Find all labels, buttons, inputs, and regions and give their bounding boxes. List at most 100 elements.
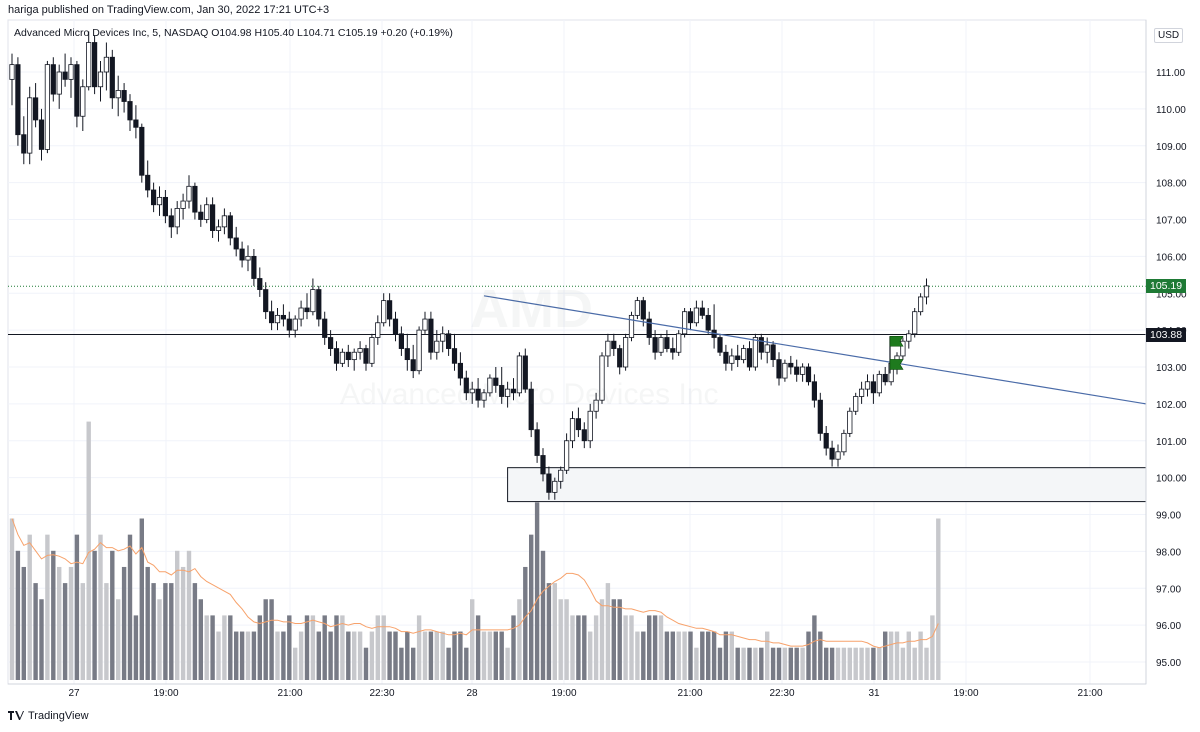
candle-body: [617, 348, 623, 368]
volume-bar: [570, 615, 575, 680]
volume-bar: [145, 566, 150, 680]
volume-bar: [499, 631, 504, 680]
axes: 111.00 110.00 109.00 108.00 107.00 106.00 105.…: [8, 20, 1187, 699]
volume-bar: [517, 599, 522, 680]
volume-bar: [228, 615, 233, 680]
y-tick-label: 98.00: [1156, 547, 1181, 558]
volume-bar: [216, 631, 221, 680]
volume-bar: [794, 647, 799, 680]
y-tick-label: 95.00: [1156, 658, 1181, 669]
volume-bar: [688, 631, 693, 680]
candle-body: [853, 396, 859, 412]
candle-body: [386, 300, 393, 320]
volume-bar: [835, 647, 841, 680]
volume-bar: [918, 631, 923, 680]
volume-bar: [68, 566, 74, 680]
support-zone[interactable]: [507, 467, 1147, 503]
volume-bar: [629, 615, 634, 680]
volume-bar: [735, 647, 740, 680]
volume-bar: [676, 631, 681, 680]
volume-bar: [186, 550, 192, 680]
candle-body: [493, 377, 499, 386]
volume-bar: [458, 631, 463, 680]
x-tick-label: 19:00: [153, 688, 178, 699]
candle-body: [746, 348, 753, 368]
candle-body: [204, 204, 210, 220]
volume-bar: [411, 647, 416, 680]
candle-body: [292, 318, 298, 331]
volume-bar: [116, 599, 121, 680]
candle-body: [115, 90, 121, 99]
volume-bar: [121, 566, 127, 680]
horizontal-level[interactable]: [8, 285, 1146, 336]
volume-bar: [888, 631, 894, 680]
volume-bar: [847, 647, 852, 680]
volume-moving-average: [11, 518, 939, 649]
volume-bar: [540, 550, 546, 680]
volume-bar: [62, 583, 68, 680]
candle-body: [676, 333, 682, 353]
volume-bar: [936, 518, 941, 680]
footer-brand[interactable]: TradingView: [8, 710, 89, 722]
candle-body: [906, 333, 912, 342]
candle-body: [375, 322, 381, 338]
candle-body: [729, 355, 735, 364]
volume-bar: [151, 583, 156, 680]
volume-bar: [652, 615, 658, 680]
volume-bar: [741, 647, 746, 680]
candle-body: [829, 447, 835, 460]
candle-body: [27, 97, 33, 154]
candle-body: [369, 337, 375, 364]
volume-bar: [198, 599, 203, 680]
candle-body: [298, 307, 304, 320]
volume-bar: [352, 631, 357, 680]
candle-body: [168, 215, 174, 228]
volume-bar: [859, 647, 864, 680]
volume-bar: [529, 534, 534, 680]
y-tick-label: 101.00: [1156, 437, 1187, 448]
candle-body: [333, 348, 340, 364]
volume-bar: [86, 421, 91, 680]
candle-body: [882, 373, 888, 383]
volume-bar: [139, 518, 144, 680]
candle-body: [864, 381, 871, 390]
candle-body: [280, 314, 287, 320]
candlesticks: [9, 31, 930, 500]
candle-body: [257, 278, 263, 290]
volume-bars: [9, 421, 941, 680]
candle-body: [504, 388, 511, 397]
candle-body: [552, 480, 558, 493]
volume-bar: [110, 550, 115, 680]
candle-body: [156, 196, 163, 206]
volume-bar: [829, 647, 835, 680]
volume-bar: [564, 599, 569, 680]
flag-icon: [889, 359, 904, 370]
candle-body: [900, 340, 906, 357]
candle-body: [304, 307, 310, 313]
volume-bar: [930, 615, 935, 680]
candle-body: [705, 314, 711, 331]
volume-bar: [605, 583, 611, 680]
flag-icon: [889, 335, 904, 347]
currency-button[interactable]: USD: [1154, 28, 1184, 43]
candle-body: [682, 311, 688, 335]
candle-body: [245, 255, 251, 261]
candle-body: [599, 355, 605, 401]
candle-body: [534, 429, 540, 456]
volume-bar: [175, 550, 180, 680]
candle-body: [788, 362, 794, 368]
candle-body: [162, 196, 168, 217]
x-tick-label: 28: [466, 688, 478, 699]
chart-grid: [7, 19, 1147, 685]
candle-body: [546, 473, 552, 493]
candle-body: [687, 311, 694, 324]
candle-body: [103, 56, 109, 73]
volume-bar: [269, 599, 274, 680]
volume-bar: [546, 583, 552, 680]
candle-body: [652, 337, 658, 353]
candle-body: [628, 314, 635, 338]
volume-bar: [647, 615, 652, 680]
trendline[interactable]: [483, 295, 1147, 405]
candle-body: [463, 377, 469, 394]
